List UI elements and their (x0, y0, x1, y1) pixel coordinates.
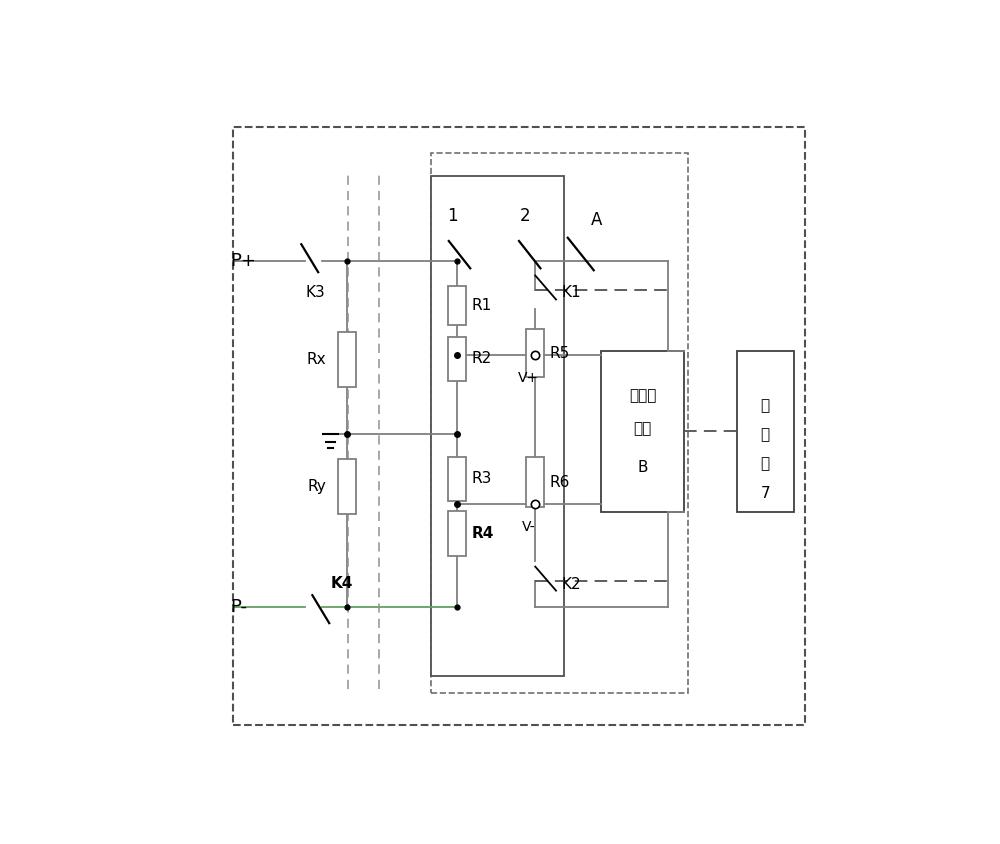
Text: 电路: 电路 (633, 420, 652, 436)
Text: R2: R2 (472, 351, 492, 366)
Bar (338, 459, 356, 514)
Bar (448, 457, 466, 501)
Text: V-: V- (522, 521, 536, 534)
Bar (338, 332, 356, 387)
Text: 1: 1 (447, 207, 457, 225)
Text: 制: 制 (761, 427, 770, 442)
Text: 2: 2 (520, 207, 531, 225)
Bar (601, 351, 684, 512)
Text: P-: P- (230, 598, 247, 616)
Text: B: B (637, 460, 648, 474)
Text: K2: K2 (561, 576, 581, 592)
Text: R4: R4 (472, 526, 494, 541)
Text: R6: R6 (550, 475, 570, 490)
Text: R5: R5 (550, 345, 570, 360)
Text: K1: K1 (561, 285, 581, 300)
Text: 后处理: 后处理 (629, 388, 656, 403)
Bar (448, 286, 466, 326)
Bar (431, 176, 564, 676)
Text: Ry: Ry (307, 479, 326, 494)
Text: P+: P+ (230, 252, 256, 269)
Text: Rx: Rx (306, 352, 326, 367)
Bar (448, 511, 466, 556)
Text: R1: R1 (472, 299, 492, 313)
Text: A: A (591, 211, 603, 230)
Text: R3: R3 (472, 471, 492, 486)
Text: 控: 控 (761, 398, 770, 413)
Bar (233, 127, 805, 725)
Bar (737, 351, 794, 512)
Text: 器: 器 (761, 457, 770, 472)
Bar (448, 337, 466, 381)
Text: K4: K4 (331, 576, 353, 591)
Text: 7: 7 (760, 485, 770, 500)
Bar (526, 457, 544, 507)
Bar (526, 329, 544, 377)
Text: K3: K3 (305, 285, 325, 300)
Bar (431, 154, 688, 693)
Text: V+: V+ (518, 371, 539, 385)
